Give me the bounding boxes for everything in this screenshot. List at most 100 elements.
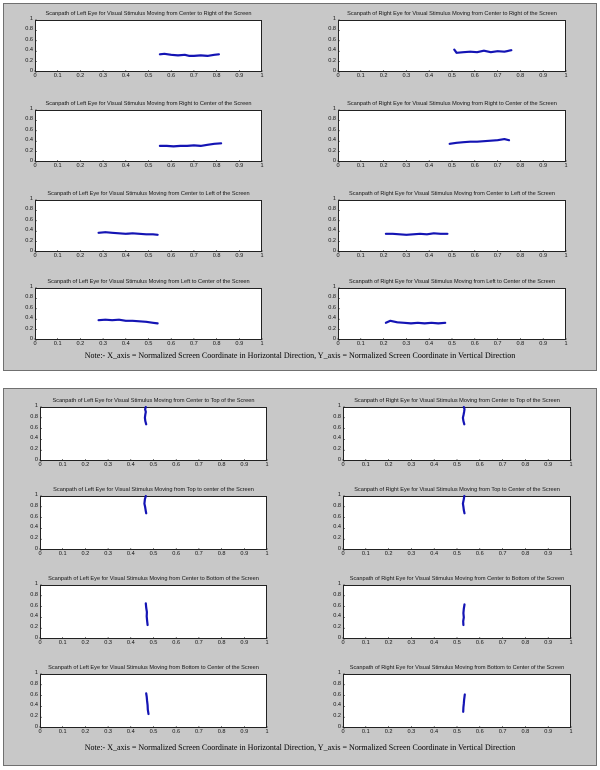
y-tick-label: 0 (332, 68, 336, 74)
y-tick-label: 1 (337, 670, 341, 676)
y-tick-label: 1 (332, 16, 336, 22)
y-tick-label: 0.6 (333, 691, 341, 698)
y-tick-label: 0 (337, 724, 341, 730)
y-tick-label: 0.6 (30, 691, 38, 698)
x-tick-label: 0 (336, 341, 340, 347)
x-tick-label: 0.5 (144, 73, 153, 79)
x-tick-label: 0.5 (448, 341, 456, 347)
x-tick-label: 1 (569, 729, 573, 735)
y-tick-label: 0.2 (25, 57, 33, 64)
y-tick-label: 0 (332, 248, 336, 254)
y-tick-label: 1 (332, 196, 336, 202)
x-tick-label: 0.5 (448, 73, 456, 79)
y-tick-label: 0.8 (333, 413, 341, 420)
x-tick-label: 0.7 (498, 462, 507, 468)
x-tick-label: 0.1 (361, 640, 370, 646)
x-tick-label: 0.8 (217, 462, 226, 468)
x-tick-label: 0.5 (453, 551, 461, 557)
y-tick-label: 0.6 (333, 602, 341, 609)
x-tick-label: 1 (260, 253, 264, 259)
y-tick-label: 0.2 (25, 147, 33, 154)
y-tick-label: 0.4 (25, 315, 33, 322)
x-tick-label: 0.7 (498, 729, 507, 735)
subplot-title: Scanpath of Left Eye for Visual Stimulus… (53, 487, 254, 493)
y-tick-label: 0.2 (30, 624, 38, 631)
x-tick-label: 0.9 (235, 163, 244, 169)
x-tick-label: 0.8 (521, 729, 530, 735)
subplot-title: Scanpath of Right Eye for Visual Stimulu… (348, 279, 556, 285)
x-tick-label: 0 (336, 253, 340, 259)
subplot-12 (343, 496, 571, 550)
x-tick-label: 0.5 (453, 729, 461, 735)
x-tick-label: 0.4 (121, 253, 130, 259)
x-tick-label: 0.4 (430, 640, 439, 646)
x-tick-label: 0.2 (76, 253, 85, 259)
y-tick-label: 0.8 (25, 294, 33, 301)
x-tick-label: 1 (265, 729, 269, 735)
x-tick-label: 0.1 (361, 551, 370, 557)
subplot-title: Scanpath of Left Eye for Visual Stimulus… (45, 11, 252, 17)
x-tick-label: 0.7 (195, 640, 203, 646)
subplot-1 (35, 20, 262, 72)
y-tick-label: 0 (34, 635, 38, 641)
x-tick-label: 0.5 (448, 163, 456, 169)
y-tick-label: 0.4 (328, 227, 336, 234)
x-tick-label: 0.6 (172, 640, 181, 646)
x-tick-label: 0.4 (425, 73, 434, 79)
x-tick-label: 0.7 (190, 73, 198, 79)
y-tick-label: 0 (332, 158, 336, 164)
x-tick-label: 1 (564, 253, 568, 259)
y-tick-label: 0.4 (30, 702, 38, 709)
x-tick-label: 0.4 (430, 729, 439, 735)
x-tick-label: 0.4 (126, 551, 135, 557)
y-tick-label: 0.4 (30, 524, 38, 531)
x-tick-label: 0.6 (167, 163, 176, 169)
x-tick-label: 0.4 (121, 163, 130, 169)
x-tick-label: 1 (564, 341, 568, 347)
x-tick-label: 0.2 (81, 640, 90, 646)
y-tick-label: 1 (29, 284, 33, 290)
x-tick-label: 0.4 (425, 341, 434, 347)
y-tick-label: 1 (337, 492, 341, 498)
subplot-11 (40, 496, 267, 550)
x-tick-label: 0.4 (126, 462, 135, 468)
subplot-4 (338, 110, 566, 162)
y-tick-label: 0.6 (333, 424, 341, 431)
y-tick-label: 0 (34, 546, 38, 552)
y-tick-label: 0.6 (333, 513, 341, 520)
y-tick-label: 0 (29, 336, 33, 342)
x-tick-label: 0.7 (498, 640, 507, 646)
y-tick-label: 0.2 (25, 237, 33, 244)
x-tick-label: 0.1 (53, 341, 62, 347)
subplot-title: Scanpath of Right Eye for Visual Stimulu… (347, 101, 557, 107)
y-tick-label: 0.4 (30, 613, 38, 620)
x-tick-label: 0.3 (104, 462, 112, 468)
x-tick-label: 0.1 (58, 729, 67, 735)
x-tick-label: 0.9 (240, 729, 249, 735)
x-tick-label: 0.2 (379, 341, 388, 347)
x-tick-label: 0.6 (475, 462, 484, 468)
x-tick-label: 0.5 (149, 551, 158, 557)
y-tick-label: 0 (34, 724, 38, 730)
x-tick-label: 1 (260, 341, 264, 347)
x-tick-label: 0.9 (544, 640, 553, 646)
y-tick-label: 0.8 (328, 26, 336, 33)
y-tick-label: 0 (34, 457, 38, 463)
x-tick-label: 0.2 (379, 253, 388, 259)
y-tick-label: 0.4 (333, 613, 341, 620)
x-tick-label: 0.2 (384, 729, 393, 735)
y-tick-label: 1 (29, 106, 33, 112)
x-tick-label: 0.8 (217, 551, 226, 557)
y-tick-label: 0.8 (30, 502, 38, 509)
y-tick-label: 1 (34, 492, 38, 498)
y-tick-label: 0.6 (25, 126, 33, 133)
x-tick-label: 0.7 (190, 341, 198, 347)
x-tick-label: 0.4 (425, 253, 434, 259)
x-tick-label: 0.9 (235, 73, 244, 79)
x-tick-label: 0.6 (172, 462, 181, 468)
x-tick-label: 0.2 (76, 73, 85, 79)
x-tick-label: 0.3 (104, 551, 112, 557)
x-tick-label: 0.1 (356, 73, 365, 79)
x-tick-label: 0.8 (212, 253, 221, 259)
x-tick-label: 0.2 (379, 163, 388, 169)
